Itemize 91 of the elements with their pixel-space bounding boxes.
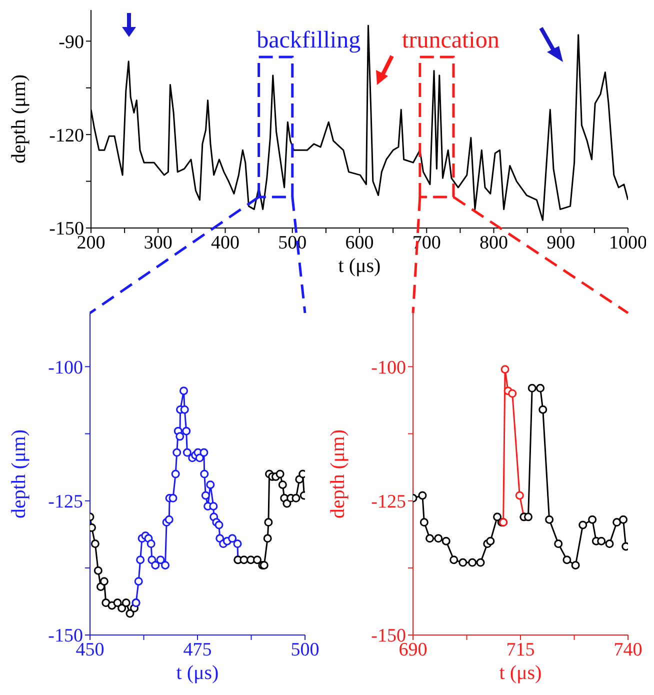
point <box>426 534 434 543</box>
point <box>151 560 160 570</box>
x-axis-title: t (μs) <box>176 662 219 684</box>
point <box>588 515 597 524</box>
point <box>126 609 134 618</box>
point <box>171 470 180 478</box>
point <box>554 540 563 548</box>
point <box>450 556 458 564</box>
point <box>182 448 192 457</box>
point <box>500 365 510 374</box>
point <box>156 556 165 564</box>
point <box>458 558 468 567</box>
point <box>200 448 208 457</box>
point <box>94 566 102 575</box>
point <box>100 577 108 586</box>
point <box>206 480 215 489</box>
point <box>263 534 272 543</box>
annotation: backfilling <box>256 28 361 54</box>
point <box>209 502 218 510</box>
x-tick-label: 300 <box>144 232 172 254</box>
point <box>536 384 545 392</box>
point <box>528 384 536 392</box>
point <box>508 389 517 398</box>
point <box>434 534 443 543</box>
annotation: truncation <box>402 28 500 54</box>
x-tick-label: 900 <box>546 232 576 254</box>
point <box>619 515 628 524</box>
y-tick-label: -125 <box>48 492 83 513</box>
y-tick-label: -125 <box>371 492 406 513</box>
y-axis-title: depth (μm) <box>8 429 30 519</box>
point <box>214 520 224 530</box>
x-tick-label: 715 <box>506 639 535 660</box>
point <box>605 540 614 548</box>
y-tick-label: -100 <box>48 357 83 378</box>
point <box>276 470 284 478</box>
y-tick-label: -100 <box>371 357 406 378</box>
point <box>136 556 145 564</box>
point <box>201 491 210 500</box>
point <box>264 518 273 527</box>
point <box>228 534 237 543</box>
point <box>164 515 174 524</box>
y-tick-label: -90 <box>58 32 84 53</box>
point <box>134 577 143 586</box>
y-tick-label: -120 <box>49 125 84 146</box>
point <box>161 560 170 570</box>
point <box>253 556 262 564</box>
y-axis-title: depth (μm) <box>327 429 350 519</box>
x-axis-title: t (μs) <box>338 255 381 277</box>
point <box>122 598 130 608</box>
x-tick-label: 475 <box>183 639 212 660</box>
point <box>195 454 204 462</box>
point <box>113 598 122 608</box>
point <box>168 494 178 502</box>
x-tick-label: 1000 <box>609 232 647 254</box>
point <box>418 491 427 500</box>
point <box>578 520 588 530</box>
point <box>180 405 189 414</box>
x-tick-label: 500 <box>278 232 307 254</box>
point <box>176 432 184 441</box>
point <box>562 556 572 564</box>
point <box>612 518 622 527</box>
point <box>146 540 156 548</box>
point <box>118 604 126 612</box>
point <box>240 556 248 564</box>
point <box>278 480 287 489</box>
point <box>476 558 485 567</box>
x-tick-label: 500 <box>290 639 320 660</box>
y-axis-title: depth (μm) <box>8 74 30 164</box>
point <box>571 560 580 570</box>
point <box>468 558 477 567</box>
x-tick-label: 600 <box>345 232 374 254</box>
point <box>90 540 100 548</box>
point <box>493 512 502 522</box>
x-axis-title: t (μs) <box>499 662 542 684</box>
x-tick-label: 400 <box>211 232 240 254</box>
point <box>233 540 242 548</box>
point <box>597 536 606 546</box>
point <box>200 470 209 478</box>
point <box>172 448 182 457</box>
x-tick-label: 800 <box>480 232 508 254</box>
x-tick-label: 740 <box>614 639 642 660</box>
point <box>420 518 428 527</box>
point <box>292 494 300 502</box>
point <box>524 512 532 522</box>
point <box>515 491 524 500</box>
point <box>486 536 495 546</box>
point <box>538 405 548 414</box>
point <box>182 426 191 436</box>
point <box>545 515 554 524</box>
point <box>442 536 450 546</box>
point <box>179 386 188 396</box>
